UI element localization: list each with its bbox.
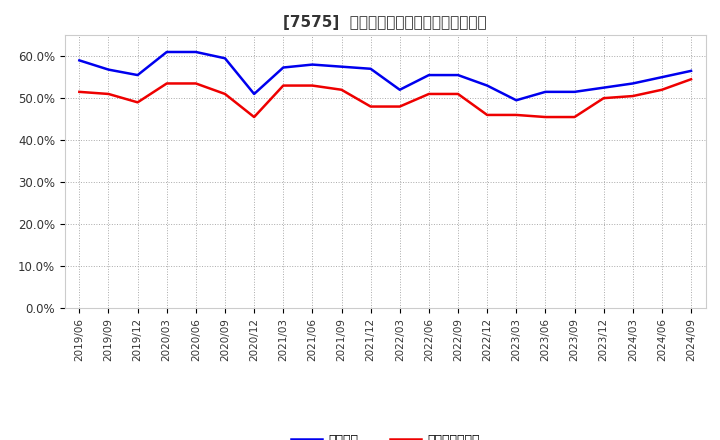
固定比率: [220, 55, 229, 61]
固定長期適合率: [220, 92, 229, 97]
Line: 固定比率: 固定比率: [79, 52, 691, 100]
固定長期適合率: [599, 95, 608, 101]
固定比率: [657, 74, 666, 80]
固定長期適合率: [337, 87, 346, 92]
固定長期適合率: [250, 114, 258, 120]
固定比率: [133, 73, 142, 78]
固定長期適合率: [163, 81, 171, 86]
固定比率: [337, 64, 346, 70]
固定比率: [599, 85, 608, 90]
固定長期適合率: [133, 100, 142, 105]
固定長期適合率: [104, 92, 113, 97]
Legend: 固定比率, 固定長期適合率: 固定比率, 固定長期適合率: [286, 429, 485, 440]
固定比率: [629, 81, 637, 86]
固定長期適合率: [308, 83, 317, 88]
固定長期適合率: [425, 92, 433, 97]
固定比率: [192, 49, 200, 55]
Line: 固定長期適合率: 固定長期適合率: [79, 79, 691, 117]
固定比率: [308, 62, 317, 67]
固定長期適合率: [395, 104, 404, 109]
固定長期適合率: [192, 81, 200, 86]
固定長期適合率: [687, 77, 696, 82]
固定比率: [512, 98, 521, 103]
固定長期適合率: [366, 104, 375, 109]
固定長期適合率: [483, 112, 492, 117]
固定比率: [687, 68, 696, 73]
固定比率: [454, 73, 462, 78]
固定長期適合率: [512, 112, 521, 117]
固定比率: [395, 87, 404, 92]
固定比率: [570, 89, 579, 95]
固定長期適合率: [279, 83, 287, 88]
固定比率: [104, 67, 113, 72]
固定長期適合率: [629, 93, 637, 99]
固定長期適合率: [541, 114, 550, 120]
固定比率: [425, 73, 433, 78]
固定比率: [483, 83, 492, 88]
固定長期適合率: [657, 87, 666, 92]
固定比率: [75, 58, 84, 63]
固定長期適合率: [75, 89, 84, 95]
固定比率: [250, 92, 258, 97]
固定比率: [163, 49, 171, 55]
固定比率: [541, 89, 550, 95]
Title: [7575]  固定比率、固定長期適合率の推移: [7575] 固定比率、固定長期適合率の推移: [284, 15, 487, 30]
固定比率: [279, 65, 287, 70]
固定比率: [366, 66, 375, 71]
固定長期適合率: [454, 92, 462, 97]
固定長期適合率: [570, 114, 579, 120]
